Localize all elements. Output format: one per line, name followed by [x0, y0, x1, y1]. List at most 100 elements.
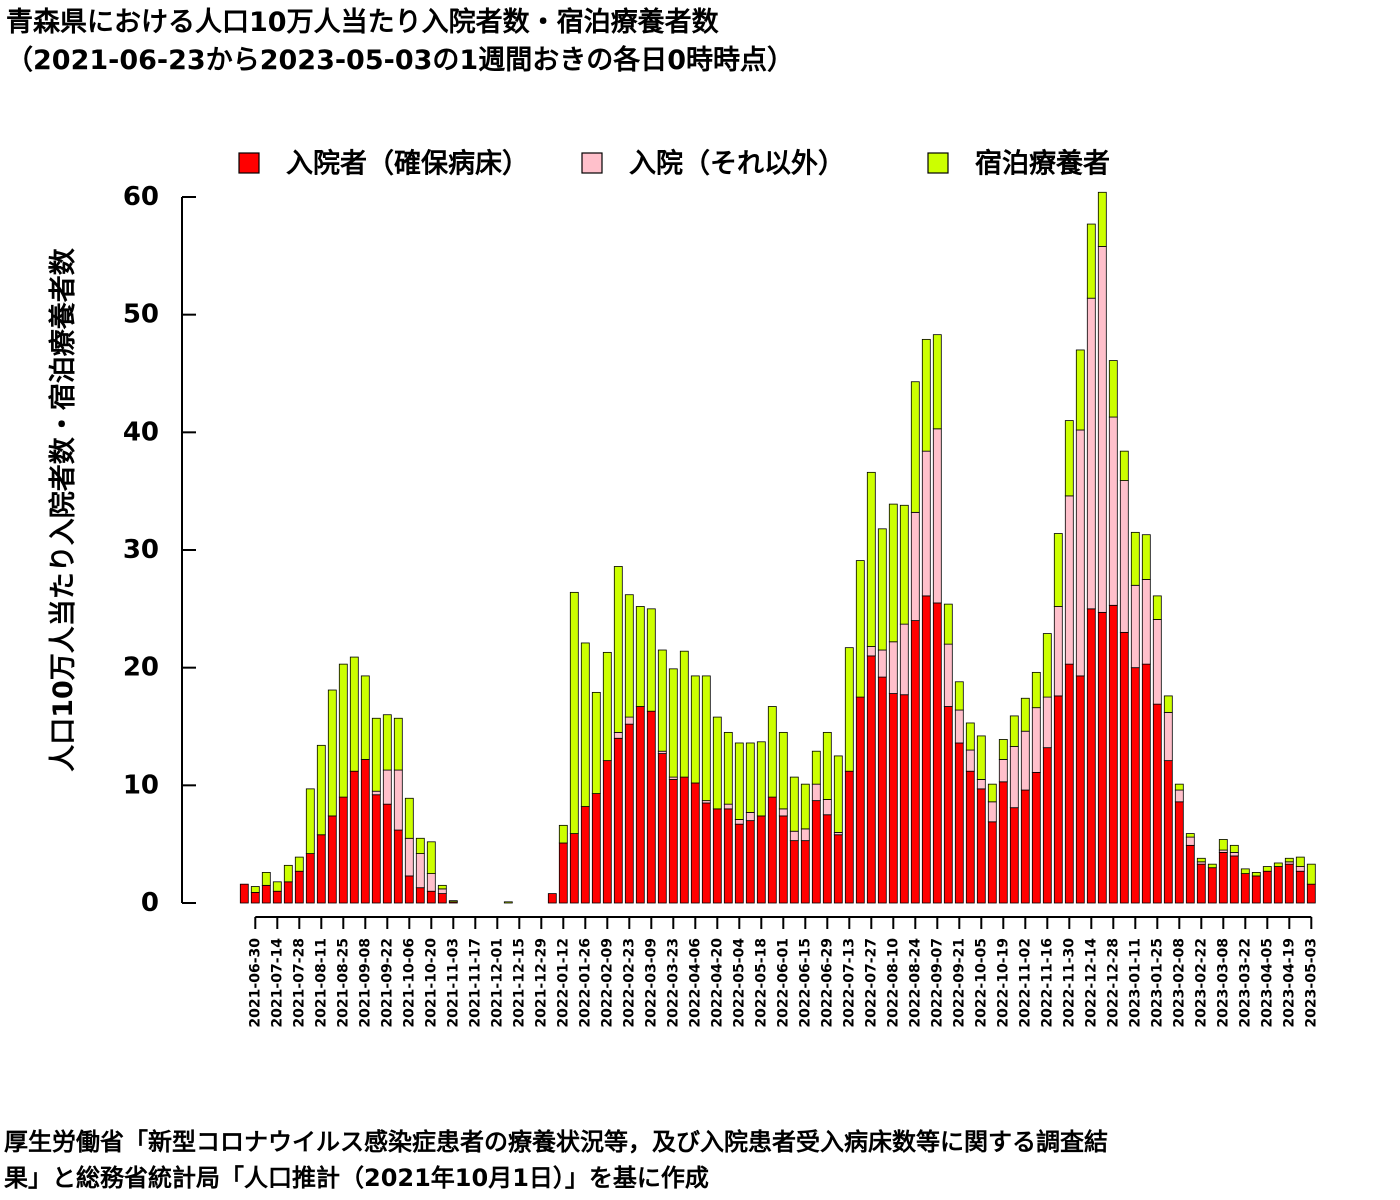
bar-segment	[1163, 711, 1173, 762]
x-tick-label: 2021-10-06	[401, 938, 417, 1028]
bar-segment	[393, 717, 403, 771]
bar-segment	[965, 749, 975, 772]
bar-segment	[624, 723, 634, 904]
bar-segment	[932, 602, 942, 904]
bar-segment	[591, 691, 601, 794]
y-axis-label: 人口10万人当たり入院者数・宿泊療養者数	[47, 247, 79, 772]
bar-segment	[272, 881, 282, 892]
bar-segment	[723, 731, 733, 805]
bar-segment	[283, 864, 293, 883]
bar-segment	[833, 755, 843, 833]
bar-segment	[789, 830, 799, 842]
bar-segment	[426, 873, 436, 892]
x-tick-label: 2022-06-15	[797, 938, 813, 1028]
bar-segment	[250, 886, 260, 893]
bar-segment	[701, 802, 711, 904]
bar-segment	[712, 808, 722, 904]
bar-segment	[767, 706, 777, 798]
y-tick-label: 50	[123, 300, 159, 330]
x-tick-label: 2023-02-22	[1193, 938, 1209, 1028]
bar-segment	[723, 808, 733, 904]
bar-segment	[349, 770, 359, 904]
bar-segment	[1240, 873, 1250, 904]
bar-segment	[899, 694, 909, 904]
bar-segment	[283, 881, 293, 904]
legend-label: 宿泊療養者	[975, 148, 1110, 180]
bar-segment	[921, 595, 931, 904]
bar-segment	[877, 528, 887, 651]
bar-segment	[679, 776, 689, 904]
bar-segment	[437, 888, 447, 894]
bar-segment	[1295, 856, 1305, 867]
bar-segment	[1130, 531, 1140, 586]
bar-segment	[745, 811, 755, 822]
x-tick-label: 2021-10-20	[423, 938, 439, 1028]
bar-segment	[437, 884, 447, 890]
x-tick-label: 2021-11-17	[467, 938, 483, 1028]
bar-segment	[613, 566, 623, 733]
y-tick-label: 60	[123, 182, 159, 212]
chart-subtitle: （2021-06-23から2023-05-03の1週間おきの各日0時時点）	[6, 45, 794, 76]
bar-segment	[756, 741, 766, 817]
bar-segment	[701, 675, 711, 802]
bar-segment	[1152, 595, 1162, 620]
bar-segment	[877, 676, 887, 904]
bar-segment	[1251, 875, 1261, 904]
bar-segment	[723, 803, 733, 810]
bar-segment	[1031, 707, 1041, 773]
bar-segment	[1053, 695, 1063, 904]
x-tick-label: 2022-02-23	[621, 938, 637, 1028]
legend-label: 入院者（確保病床）	[286, 148, 529, 180]
x-tick-label: 2021-09-22	[379, 938, 395, 1028]
bar-segment	[602, 760, 612, 904]
bar-segment	[371, 717, 381, 792]
bar-segment	[888, 503, 898, 643]
bar-segment	[349, 656, 359, 772]
bar-segment	[1075, 349, 1085, 431]
bar-segment	[1064, 663, 1074, 904]
legend-label: 入院（それ以外）	[629, 148, 845, 180]
bar-segment	[800, 828, 810, 842]
stacked-bar-chart: 入院者（確保病床） 入院（それ以外） 宿泊療養者 0 10 20 30 40 50 60 人口1…	[47, 148, 1319, 1028]
bar-segment	[316, 834, 326, 904]
bar-segment	[976, 788, 986, 904]
bar-segment	[360, 675, 370, 760]
bar-segment	[1196, 857, 1206, 863]
bar-segment	[899, 623, 909, 696]
bar-segment	[580, 642, 590, 807]
bar-segment	[1042, 633, 1052, 698]
bar-segment	[503, 901, 513, 904]
x-tick-label: 2022-05-04	[731, 938, 747, 1028]
bar-segment	[1064, 495, 1074, 665]
x-tick-label: 2023-03-08	[1215, 938, 1231, 1028]
bar-segment	[866, 646, 876, 657]
bar-segment	[954, 709, 964, 744]
x-tick-label: 2021-12-01	[489, 938, 505, 1028]
bar-segment	[371, 794, 381, 904]
x-tick-label: 2022-02-09	[599, 938, 615, 1028]
x-tick-label: 2023-04-05	[1259, 938, 1275, 1028]
x-tick-label: 2023-01-11	[1127, 938, 1143, 1028]
bar-segment	[1229, 844, 1239, 853]
bar-segment	[855, 560, 865, 698]
bar-segment	[998, 759, 1008, 783]
bar-segment	[646, 710, 656, 904]
bar-segment	[778, 808, 788, 817]
bar-segment	[1262, 870, 1272, 904]
bar-segment	[800, 783, 810, 830]
bar-segment	[1284, 863, 1294, 904]
bar-segment	[1229, 852, 1239, 857]
bar-segment	[844, 770, 854, 904]
bar-segment	[1185, 844, 1195, 904]
bar-segment	[943, 643, 953, 707]
bar-segment	[371, 790, 381, 796]
bars	[239, 191, 1316, 904]
bar-segment	[1306, 863, 1316, 885]
bar-segment	[1229, 855, 1239, 904]
bar-segment	[1207, 863, 1217, 869]
bar-segment	[1295, 870, 1305, 904]
bar-segment	[239, 883, 249, 904]
bar-segment	[943, 706, 953, 904]
bar-segment	[822, 731, 832, 800]
bar-segment	[1031, 671, 1041, 709]
